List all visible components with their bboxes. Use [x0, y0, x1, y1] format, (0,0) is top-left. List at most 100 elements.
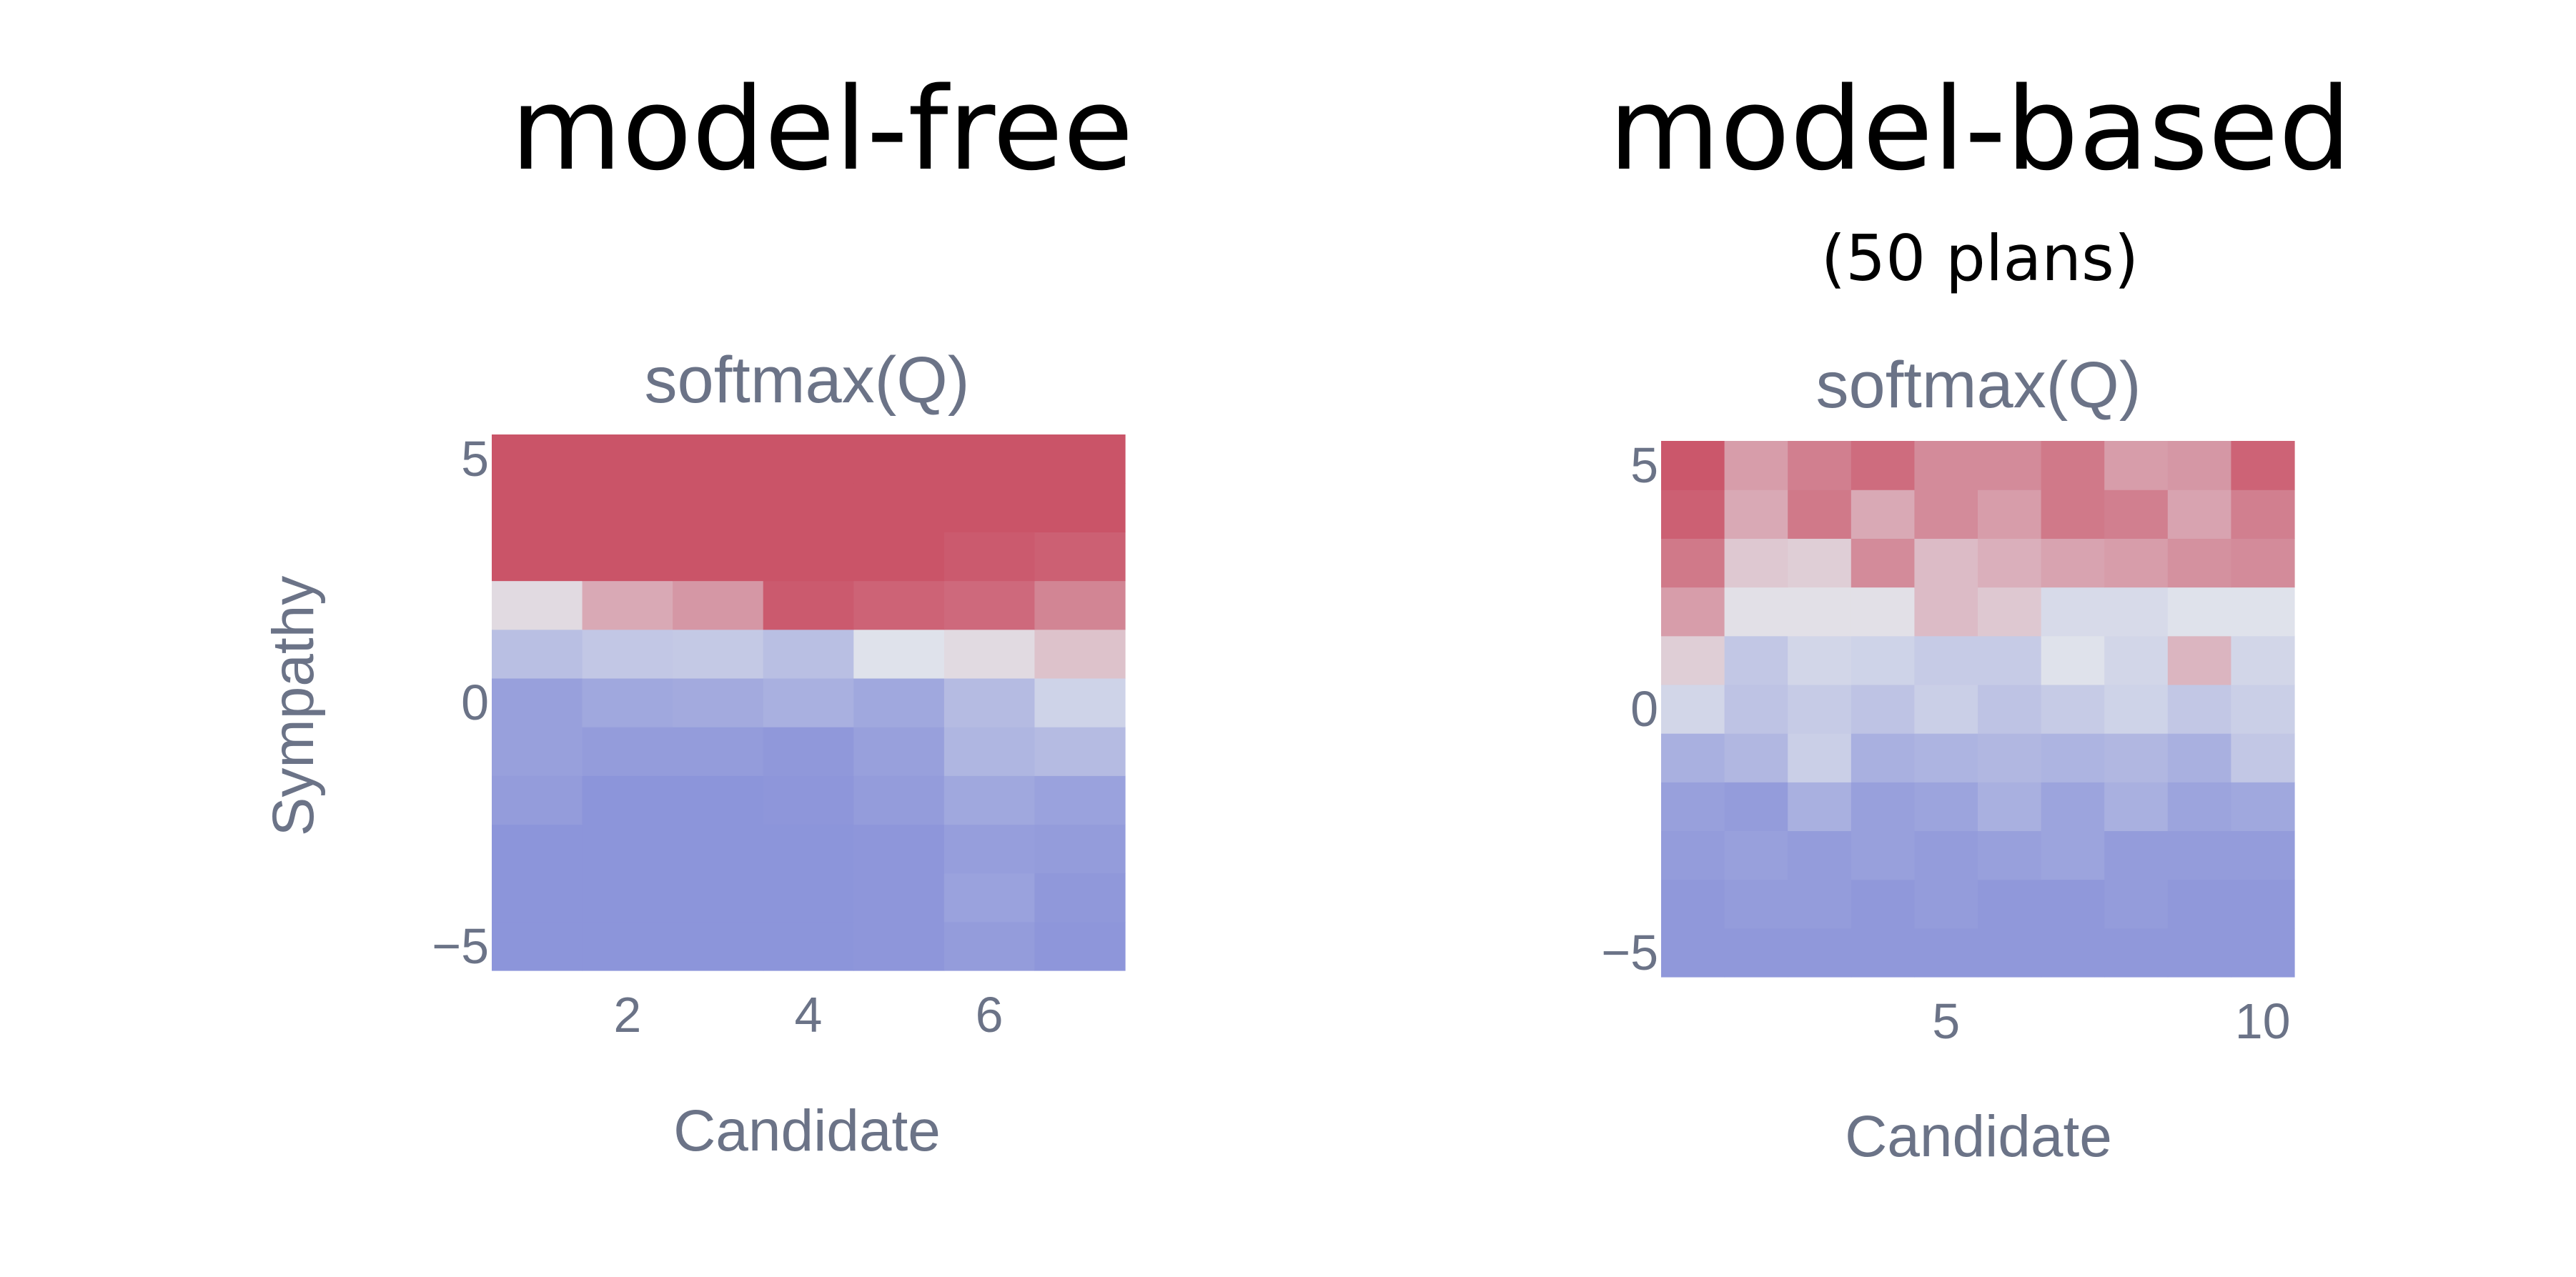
heatmap-cell	[1851, 879, 1915, 929]
x-tick-label: 10	[2235, 993, 2291, 1049]
heatmap-cell	[2104, 782, 2169, 832]
heatmap-cell	[1661, 879, 1725, 929]
heatmap-cell	[943, 921, 1036, 971]
heatmap-cell	[2167, 733, 2231, 782]
heatmap-cell	[2104, 490, 2169, 539]
heatmap-cell	[1661, 928, 1725, 978]
heatmap-cell	[943, 629, 1036, 679]
heatmap-cell	[673, 677, 764, 727]
heatmap-cell	[492, 775, 583, 825]
heatmap-cell	[943, 532, 1036, 582]
heatmap-cell	[2231, 830, 2295, 880]
heatmap-cell	[582, 532, 673, 582]
heatmap-cell	[673, 727, 764, 776]
heatmap-cell	[1034, 483, 1126, 532]
x-axis-label: Candidate	[673, 1098, 941, 1163]
heatmap-model-free: softmax(Q) −5 0 5 2 4 6 Candidate Sympathy	[261, 344, 1126, 1163]
x-tick-label: 5	[1932, 993, 1960, 1049]
heatmap-cell	[1914, 587, 1978, 637]
heatmap-cell	[2231, 490, 2295, 539]
heatmap-cell	[853, 677, 945, 727]
panel-title-model-based: model-based	[1609, 62, 2352, 196]
heatmap-cell	[673, 629, 764, 679]
heatmap-cell	[1034, 727, 1126, 776]
heatmap-cell	[1978, 928, 2042, 978]
heatmap-cell	[1661, 490, 1725, 539]
heatmap-cell	[582, 775, 673, 825]
heatmap-cell	[673, 775, 764, 825]
y-axis-label: Sympathy	[261, 576, 326, 837]
x-axis-ticks: 5 10	[1932, 993, 2290, 1049]
heatmap-cell	[943, 483, 1036, 532]
heatmap-cell	[853, 532, 945, 582]
heatmap-cell	[853, 580, 945, 630]
heatmap-cell	[2104, 879, 2169, 929]
heatmap-cell	[1661, 733, 1725, 782]
heatmap-cell	[1788, 490, 1852, 539]
y-tick-label: −5	[432, 918, 489, 974]
heatmap-cell	[1788, 879, 1852, 929]
heatmap-cell	[2041, 538, 2105, 588]
x-tick-label: 6	[976, 987, 1004, 1043]
heatmap-cell	[763, 434, 854, 484]
heatmap-cell	[1851, 538, 1915, 588]
x-axis-ticks: 2 4 6	[613, 987, 1003, 1043]
heatmap-cell	[763, 677, 854, 727]
heatmap-cell	[1661, 684, 1725, 734]
heatmap-cell	[2041, 490, 2105, 539]
x-axis-label: Candidate	[1845, 1104, 2112, 1169]
heatmap-cell	[492, 580, 583, 630]
heatmap-cell	[1661, 538, 1725, 588]
heatmap-cell	[1851, 635, 1915, 685]
heatmap-cell	[2104, 441, 2169, 490]
heatmap-cell	[1724, 879, 1788, 929]
heatmap-cell	[1914, 928, 1978, 978]
heatmap-cell	[2104, 587, 2169, 637]
heatmap-title: softmax(Q)	[1816, 349, 2141, 422]
heatmap-cell	[2167, 879, 2231, 929]
heatmap-cell	[1724, 635, 1788, 685]
heatmap-cell	[1724, 490, 1788, 539]
heatmap-cell	[492, 483, 583, 532]
heatmap-cell	[673, 580, 764, 630]
heatmap-cell	[763, 873, 854, 923]
heatmap-cell	[1914, 830, 1978, 880]
heatmap-cell	[1978, 782, 2042, 832]
heatmap-cell	[492, 434, 583, 484]
heatmap-cell	[1724, 587, 1788, 637]
heatmap-cell	[2231, 879, 2295, 929]
heatmap-cell	[2231, 441, 2295, 490]
heatmap-cell	[1788, 928, 1852, 978]
y-tick-label: 5	[1630, 437, 1658, 493]
heatmap-cell	[1661, 830, 1725, 880]
heatmap-cell	[582, 580, 673, 630]
heatmap-cell	[492, 921, 583, 971]
heatmap-cell	[1914, 879, 1978, 929]
heatmap-cell	[853, 775, 945, 825]
heatmap-cell	[1914, 635, 1978, 685]
heatmap-cell	[1788, 441, 1852, 490]
heatmap-cell	[763, 532, 854, 582]
heatmap-cell	[1034, 580, 1126, 630]
y-axis-ticks: −5 0 5	[1601, 437, 1658, 980]
heatmap-cell	[1914, 441, 1978, 490]
heatmap-cell	[1851, 928, 1915, 978]
heatmap-cell	[582, 677, 673, 727]
y-tick-label: 0	[1630, 681, 1658, 737]
heatmap-cell	[1914, 733, 1978, 782]
heatmap-cell	[582, 629, 673, 679]
heatmap-cell	[853, 921, 945, 971]
heatmap-cell	[1978, 684, 2042, 734]
heatmap-cell	[1851, 587, 1915, 637]
heatmap-cell	[1914, 538, 1978, 588]
heatmap-cell	[853, 629, 945, 679]
heatmap-cell	[1034, 824, 1126, 874]
heatmap-cell	[2231, 684, 2295, 734]
heatmap-cell	[943, 727, 1036, 776]
heatmap-cell	[1724, 441, 1788, 490]
heatmap-cell	[582, 824, 673, 874]
heatmap-cell	[2041, 684, 2105, 734]
heatmap-cell	[1034, 532, 1126, 582]
y-tick-label: −5	[1601, 925, 1658, 980]
